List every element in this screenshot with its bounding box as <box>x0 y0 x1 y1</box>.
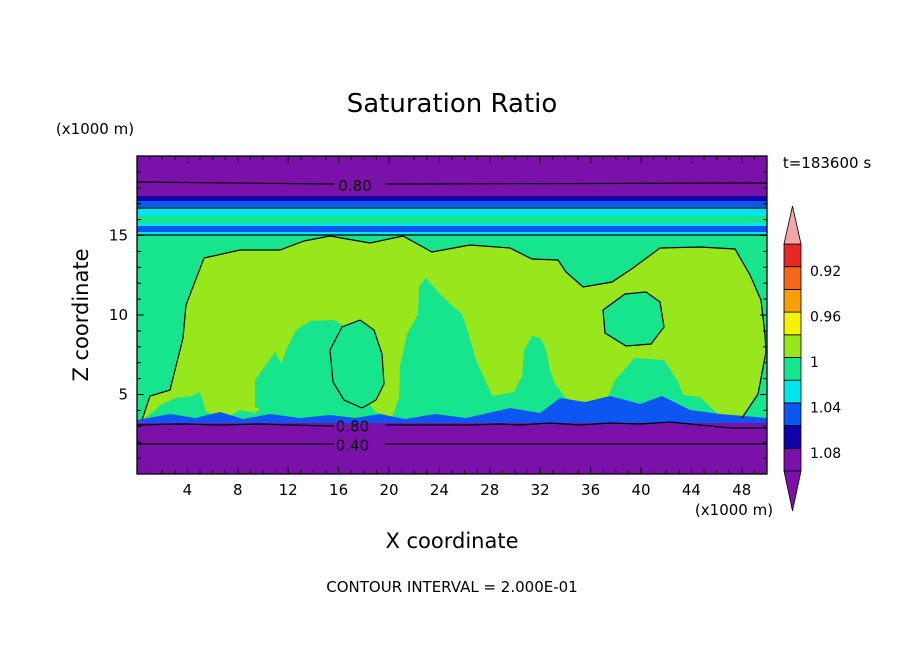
contour-fill-layers <box>137 156 767 474</box>
x-tick-label: 8 <box>233 481 243 499</box>
colorbar-segment <box>783 288 802 313</box>
contour-interval-text: CONTOUR INTERVAL = 2.000E-01 <box>326 578 577 596</box>
fill-lower-dark-layer <box>137 423 767 474</box>
y-axis-title: Z coordinate <box>69 248 93 381</box>
colorbar-segment <box>783 243 802 268</box>
fill-upper-blue-band-a <box>137 201 767 207</box>
colorbar-segment <box>783 334 802 358</box>
x-tick-label: 40 <box>631 481 650 499</box>
x-tick-label: 44 <box>682 481 701 499</box>
x-tick-label: 16 <box>329 481 348 499</box>
colorbar-tick-label: 0.92 <box>810 264 841 280</box>
contour-cloud-outline <box>141 235 767 421</box>
colorbar-tick-label: 0.96 <box>810 310 841 326</box>
colorbar-segment <box>783 311 802 336</box>
y-unit-label: (x1000 m) <box>56 120 134 138</box>
colorbar-lower-extension <box>783 470 802 512</box>
colorbar: 0.92 0.96 1 1.04 1.08 <box>783 205 841 512</box>
x-axis: 4 8 12 16 20 24 28 32 36 40 44 48 <box>149 156 755 499</box>
contour-hole-center <box>329 319 385 409</box>
x-tick-label: 12 <box>279 481 298 499</box>
fill-upper-dark-band <box>137 196 767 201</box>
contour-label: 0.40 <box>336 436 369 454</box>
chart-title: Saturation Ratio <box>347 89 558 119</box>
plot-area: 0.800.800.40 <box>136 155 768 475</box>
x-unit-label: (x1000 m) <box>695 501 773 519</box>
contour-hole-right <box>602 291 665 347</box>
fill-upper-blue-band-b <box>137 226 767 232</box>
colorbar-tick-label: 1.04 <box>810 400 841 416</box>
time-label: t=183600 s <box>783 154 871 172</box>
fill-cloud-hole-right <box>603 292 664 346</box>
x-tick-label: 4 <box>183 481 193 499</box>
colorbar-segment <box>783 357 802 381</box>
x-tick-label: 20 <box>379 481 398 499</box>
colorbar-segment <box>783 425 802 449</box>
x-tick-label: 28 <box>480 481 499 499</box>
colorbar-tick-label: 1.08 <box>810 446 841 462</box>
fill-cloud-hole-center <box>330 320 384 408</box>
fill-upper-light-band <box>137 216 767 223</box>
x-tick-label: 24 <box>430 481 449 499</box>
colorbar-segment <box>783 266 802 290</box>
contour-label: 0.80 <box>338 177 371 195</box>
fill-top-layer <box>137 156 767 196</box>
colorbar-segment <box>783 447 802 472</box>
colorbar-upper-extension <box>783 205 802 245</box>
x-tick-label: 32 <box>531 481 550 499</box>
contour-top-080 <box>137 181 767 185</box>
y-tick-label: 5 <box>118 386 128 404</box>
contour-lines <box>137 181 767 445</box>
colorbar-segment <box>783 379 802 404</box>
x-tick-label: 36 <box>581 481 600 499</box>
colorbar-segment <box>783 402 802 426</box>
contour-lower-080 <box>137 421 767 429</box>
fill-cloud-region <box>142 236 766 420</box>
fill-cloud-hole-middle <box>412 372 438 414</box>
y-axis: 5 10 15 <box>109 171 767 459</box>
y-tick-label: 10 <box>109 306 128 324</box>
fill-cloud-hole-left <box>255 352 287 412</box>
contour-label: 0.80 <box>336 417 369 435</box>
colorbar-tick-label: 1 <box>810 355 819 371</box>
fill-low-blue-patches <box>137 396 767 423</box>
x-axis-title: X coordinate <box>385 529 518 553</box>
contour-label-layer: 0.800.800.40 <box>336 177 372 454</box>
x-tick-label: 48 <box>732 481 751 499</box>
y-tick-label: 15 <box>109 227 128 245</box>
